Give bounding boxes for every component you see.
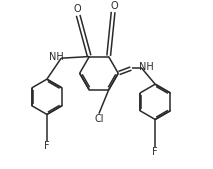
- Text: O: O: [73, 5, 81, 15]
- Text: Cl: Cl: [94, 114, 104, 124]
- Text: NH: NH: [49, 52, 64, 62]
- Text: O: O: [110, 1, 118, 11]
- Text: F: F: [152, 147, 158, 157]
- Text: NH: NH: [139, 62, 153, 72]
- Text: F: F: [44, 141, 50, 151]
